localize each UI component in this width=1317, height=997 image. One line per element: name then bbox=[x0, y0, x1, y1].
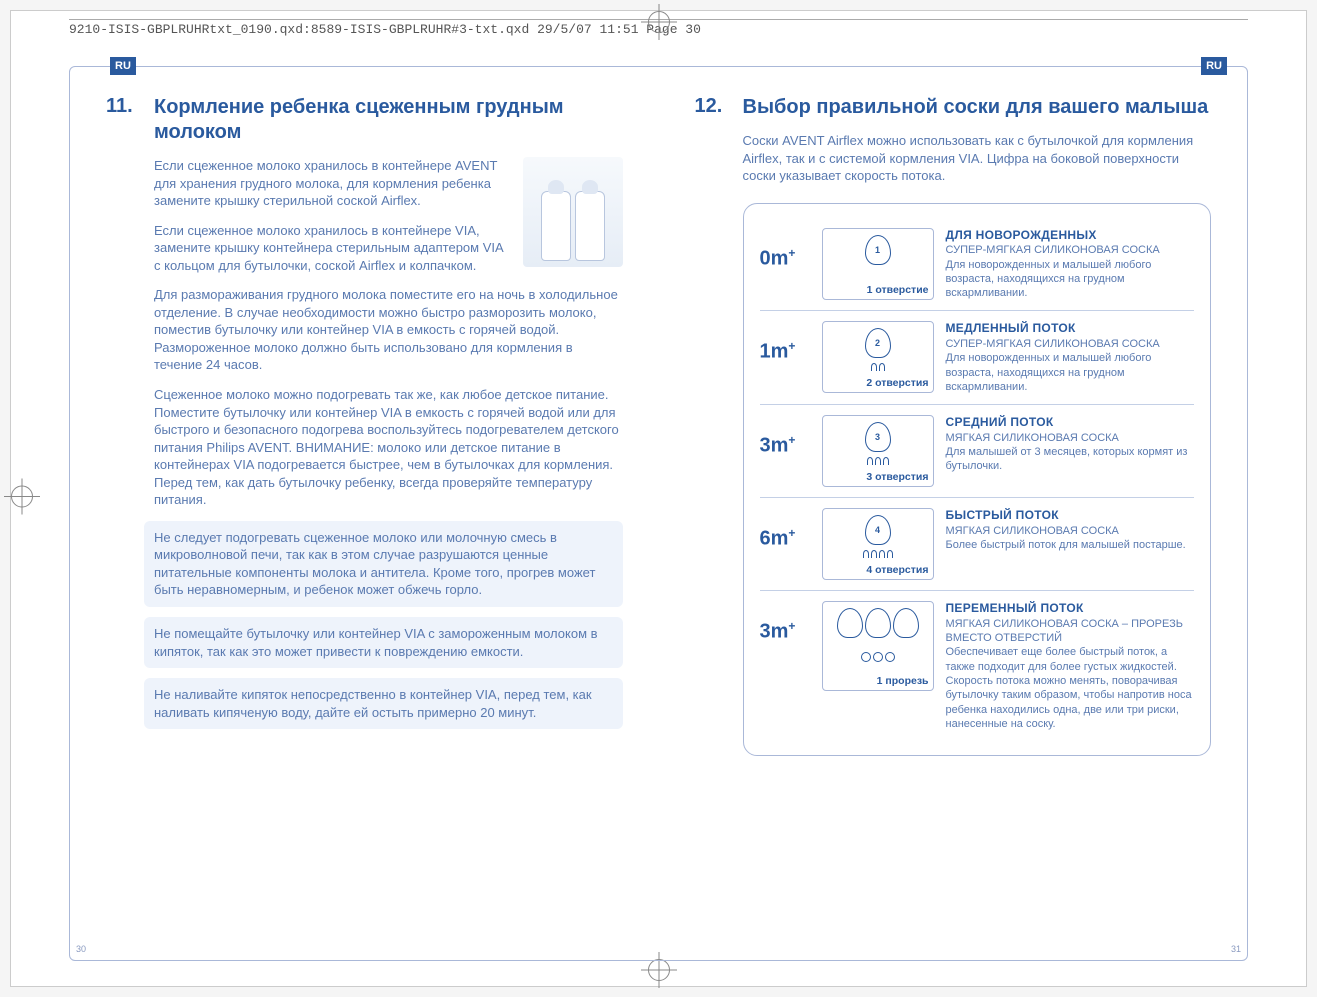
teat-icon-box: 2 2 отверстия bbox=[822, 321, 934, 393]
teat-icon: 2 bbox=[865, 328, 891, 358]
teat-selection-table: 0m+11 отверстиеДЛЯ НОВОРОЖДЕННЫХСУПЕР-МЯ… bbox=[743, 203, 1212, 757]
age-label: 3m+ bbox=[760, 415, 810, 458]
section-11-number: 11. bbox=[106, 95, 154, 145]
teat-flow-title: БЫСТРЫЙ ПОТОК bbox=[946, 508, 1195, 524]
section-12-number: 12. bbox=[695, 95, 743, 120]
section-11-warning-1: Не следует подогревать сцеженное молоко … bbox=[144, 521, 623, 607]
section-11-warning-2: Не помещайте бутылочку или контейнер VIA… bbox=[144, 617, 623, 668]
teat-flow-desc: Для малышей от 3 месяцев, которых кормят… bbox=[946, 445, 1195, 474]
section-12-intro-text: Соски AVENT Airflex можно использовать к… bbox=[743, 132, 1212, 185]
teat-flow-subtitle: МЯГКАЯ СИЛИКОНОВАЯ СОСКА bbox=[946, 431, 1195, 445]
teat-icon: 4 bbox=[865, 515, 891, 545]
teat-flow-subtitle: СУПЕР-МЯГКАЯ СИЛИКОНОВАЯ СОСКА bbox=[946, 337, 1195, 351]
section-11-head: 11. Кормление ребенка сцеженным грудным … bbox=[106, 95, 623, 145]
teat-icon: 1 bbox=[865, 235, 891, 265]
teat-icon-caption: 2 отверстия bbox=[827, 377, 929, 389]
teat-flow-title: ДЛЯ НОВОРОЖДЕННЫХ bbox=[946, 228, 1195, 244]
section-12-head: 12. Выбор правильной соски для вашего ма… bbox=[695, 95, 1212, 120]
teat-flow-subtitle: СУПЕР-МЯГКАЯ СИЛИКОНОВАЯ СОСКА bbox=[946, 243, 1195, 257]
teat-row: 3m+ 3 3 отверстия СРЕДНИЙ ПОТОКМЯГКАЯ СИЛИК… bbox=[760, 404, 1195, 497]
teat-flow-subtitle: МЯГКАЯ СИЛИКОНОВАЯ СОСКА bbox=[946, 524, 1195, 538]
teat-description: ДЛЯ НОВОРОЖДЕННЫХСУПЕР-МЯГКАЯ СИЛИКОНОВА… bbox=[946, 228, 1195, 301]
age-label: 0m+ bbox=[760, 228, 810, 271]
right-column: RU 12. Выбор правильной соски для вашего… bbox=[659, 67, 1248, 960]
section-11-body: Если сцеженное молоко хранилось в контей… bbox=[154, 157, 623, 521]
teat-icon-caption: 4 отверстия bbox=[827, 564, 929, 576]
section-11-warning-3: Не наливайте кипяток непосредственно в к… bbox=[144, 678, 623, 729]
registration-mark-left bbox=[11, 485, 33, 512]
left-column: RU 11. Кормление ребенка сцеженным грудн… bbox=[70, 67, 659, 960]
age-label: 1m+ bbox=[760, 321, 810, 364]
language-badge: RU bbox=[110, 57, 136, 75]
language-badge: RU bbox=[1201, 57, 1227, 75]
teat-row: 6m+ 4 4 отверстия БЫСТРЫЙ ПОТОКМЯГКАЯ СИЛИК… bbox=[760, 497, 1195, 590]
teat-row: 0m+ 1 1 отверстие ДЛЯ НОВОРОЖДЕННЫХСУПЕР-МЯ… bbox=[760, 218, 1195, 311]
teat-icon: 3 bbox=[865, 422, 891, 452]
age-label: 3m+ bbox=[760, 601, 810, 644]
teat-icon-caption: 1 отверстие bbox=[827, 284, 929, 296]
registration-mark-bottom bbox=[648, 959, 670, 986]
bottle-image bbox=[523, 157, 623, 267]
section-12-title: Выбор правильной соски для вашего малыша bbox=[743, 95, 1209, 120]
section-11-p3: Для размораживания грудного молока помес… bbox=[154, 286, 623, 374]
teat-flow-subtitle: МЯГКАЯ СИЛИКОНОВАЯ СОСКА – ПРОРЕЗЬ ВМЕСТ… bbox=[946, 617, 1195, 646]
registration-mark-top bbox=[648, 11, 670, 38]
teat-flow-title: ПЕРЕМЕННЫЙ ПОТОК bbox=[946, 601, 1195, 617]
teat-icon bbox=[837, 608, 919, 638]
teat-icon-box: 3 3 отверстия bbox=[822, 415, 934, 487]
teat-icon-box: 1 прорезь bbox=[822, 601, 934, 691]
teat-flow-title: СРЕДНИЙ ПОТОК bbox=[946, 415, 1195, 431]
teat-icon-caption: 3 отверстия bbox=[827, 471, 929, 483]
document-page: 9210-ISIS-GBPLRUHRtxt_0190.qxd:8589-ISIS… bbox=[10, 10, 1307, 987]
teat-icon-caption: 1 прорезь bbox=[827, 675, 929, 687]
section-11-title: Кормление ребенка сцеженным грудным моло… bbox=[154, 95, 623, 145]
teat-flow-desc: Обеспечивает еще более быстрый поток, а … bbox=[946, 645, 1195, 731]
section-11-p4: Сцеженное молоко можно подогревать так ж… bbox=[154, 386, 623, 509]
age-label: 6m+ bbox=[760, 508, 810, 551]
teat-flow-desc: Для новорожденных и малышей любого возра… bbox=[946, 258, 1195, 301]
teat-row: 1m+ 2 2 отверстия МЕДЛЕННЫЙ ПОТОКСУПЕР-МЯГК… bbox=[760, 310, 1195, 404]
teat-description: МЕДЛЕННЫЙ ПОТОКСУПЕР-МЯГКАЯ СИЛИКОНОВАЯ … bbox=[946, 321, 1195, 394]
teat-flow-title: МЕДЛЕННЫЙ ПОТОК bbox=[946, 321, 1195, 337]
teat-icon-box: 4 4 отверстия bbox=[822, 508, 934, 580]
teat-icon-box: 1 1 отверстие bbox=[822, 228, 934, 300]
teat-flow-desc: Более быстрый поток для малышей постарше… bbox=[946, 538, 1195, 552]
section-12-intro: Соски AVENT Airflex можно использовать к… bbox=[743, 132, 1212, 185]
teat-description: ПЕРЕМЕННЫЙ ПОТОКМЯГКАЯ СИЛИКОНОВАЯ СОСКА… bbox=[946, 601, 1195, 731]
teat-row: 3m+ 1 прорезь ПЕРЕМЕННЫЙ ПОТОКМЯГКАЯ СИЛИК… bbox=[760, 590, 1195, 741]
page-number-left: 30 bbox=[76, 944, 86, 954]
page-number-right: 31 bbox=[1231, 944, 1241, 954]
content-frame: RU 11. Кормление ребенка сцеженным грудн… bbox=[69, 66, 1248, 961]
teat-description: СРЕДНИЙ ПОТОКМЯГКАЯ СИЛИКОНОВАЯ СОСКАДля… bbox=[946, 415, 1195, 473]
teat-flow-desc: Для новорожденных и малышей любого возра… bbox=[946, 351, 1195, 394]
teat-description: БЫСТРЫЙ ПОТОКМЯГКАЯ СИЛИКОНОВАЯ СОСКАБол… bbox=[946, 508, 1195, 552]
